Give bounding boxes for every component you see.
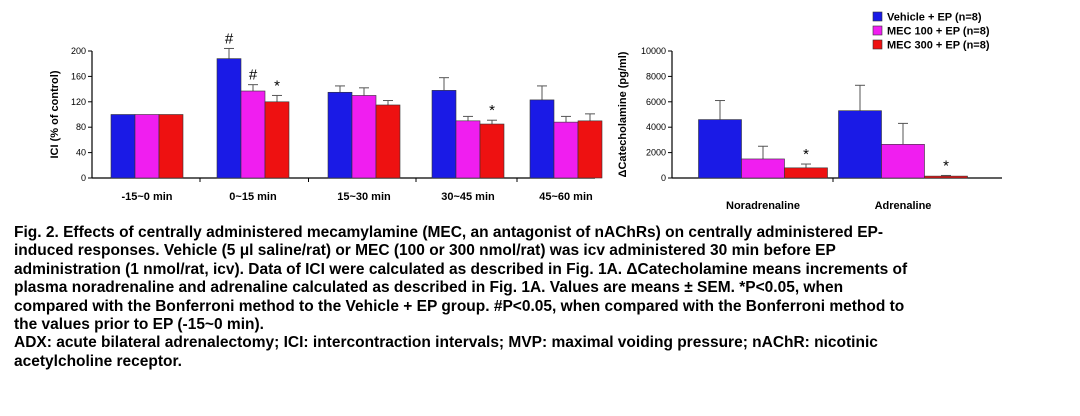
y-tick-label: 6000 (646, 97, 666, 107)
bar (553, 121, 579, 179)
bar (110, 114, 136, 179)
bar (327, 91, 353, 179)
x-category-label: Adrenaline (875, 200, 932, 212)
y-tick-label: 160 (71, 71, 86, 81)
figure-canvas: 0 40 80 120 160 200 ICI (% of control) -15~0 mi… (49, 11, 1002, 212)
x-category-label: 0~15 min (229, 191, 277, 203)
caption-line: plasma noradrenaline and adrenaline calc… (14, 279, 844, 297)
caption-line: the values prior to EP (-15~0 min). (14, 316, 264, 334)
y-tick-label: 0 (81, 173, 86, 183)
legend-label: Vehicle + EP (n=8) (887, 12, 982, 24)
bar (455, 120, 481, 179)
x-category-label: 30~45 min (441, 191, 495, 203)
y-tick-label: 0 (661, 173, 666, 183)
caption-line: Fig. 2. Effects of centrally administere… (14, 224, 884, 241)
y-tick-label: 40 (76, 148, 86, 158)
caption-line: acetylcholine receptor. (14, 352, 182, 370)
significance-marker: * (274, 77, 280, 94)
bar (158, 114, 184, 179)
bar (698, 119, 742, 179)
figure-caption: Fig. 2. Effects of centrally administere… (14, 224, 1066, 371)
x-category-label: 45~60 min (539, 191, 593, 203)
legend-swatch (872, 25, 883, 36)
caption-line: induced responses. Vehicle (5 μl saline/… (14, 242, 836, 260)
bar (375, 104, 401, 179)
bar (351, 95, 377, 179)
caption-line: administration (1 nmol/rat, icv). Data o… (14, 260, 908, 278)
bar (216, 58, 242, 179)
bar (134, 114, 160, 179)
significance-marker: # (225, 30, 234, 47)
bar (838, 110, 882, 179)
bar (784, 167, 828, 179)
legend-swatch (872, 39, 883, 50)
y-tick-label: 80 (76, 122, 86, 132)
legend-label: MEC 300 + EP (n=8) (887, 40, 990, 52)
bar (924, 175, 968, 179)
y-tick-label: 120 (71, 97, 86, 107)
y-axis-label: ICI (% of control) (49, 70, 61, 158)
legend-label: MEC 100 + EP (n=8) (887, 26, 990, 38)
x-category-label: -15~0 min (121, 191, 172, 203)
bar (431, 90, 457, 179)
x-category-label: 15~30 min (337, 191, 391, 203)
y-tick-label: 4000 (646, 122, 666, 132)
legend-swatch (872, 11, 883, 22)
bar (264, 101, 290, 179)
bar (479, 123, 505, 179)
y-tick-label: 8000 (646, 71, 666, 81)
significance-marker: * (489, 102, 495, 119)
bar (529, 99, 555, 179)
bar (577, 120, 603, 179)
x-category-label: Noradrenaline (726, 200, 800, 212)
bar (881, 144, 925, 179)
significance-marker: * (803, 146, 809, 163)
bar (240, 90, 266, 179)
y-tick-label: 200 (71, 46, 86, 56)
caption-line: compared with the Bonferroni method to t… (14, 297, 905, 315)
significance-marker: # (249, 67, 258, 84)
y-tick-label: 10000 (641, 46, 666, 56)
significance-marker: * (943, 157, 949, 174)
y-tick-label: 2000 (646, 148, 666, 158)
y-axis-label: ΔCatecholamine (pg/ml) (617, 51, 629, 177)
bar (741, 158, 785, 179)
caption-line: ADX: acute bilateral adrenalectomy; ICI:… (14, 334, 878, 352)
